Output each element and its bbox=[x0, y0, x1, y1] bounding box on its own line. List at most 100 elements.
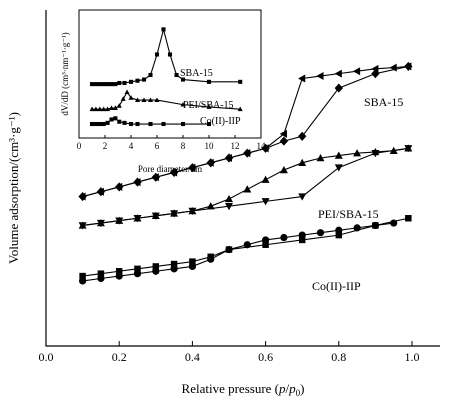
main-pei-sba-15-desorption-point bbox=[404, 144, 413, 152]
main-pei-sba-15-desorption-point bbox=[389, 146, 398, 154]
main-co-ii-iip-desorption-series bbox=[78, 219, 398, 285]
label-pei-sba15: PEI/SBA-15 bbox=[318, 207, 379, 221]
label-sba15: SBA-15 bbox=[364, 95, 403, 109]
x-axis-title-prefix: Relative pressure ( bbox=[182, 381, 279, 396]
main-co-ii-iip-adsorption-point bbox=[189, 258, 196, 265]
inset-x-tick-label: 10 bbox=[205, 141, 215, 151]
inset-co-ii-iip-point bbox=[105, 120, 110, 125]
main-co-ii-iip-adsorption-point bbox=[97, 270, 105, 277]
main-pei-sba-15-desorption-point bbox=[334, 151, 343, 159]
inset-co-ii-iip-point bbox=[117, 119, 122, 124]
inset-co-ii-iip-point bbox=[180, 121, 186, 127]
main-co-ii-iip-desorption-point bbox=[353, 224, 361, 232]
inset-sba-15-point bbox=[122, 80, 127, 86]
inset-sba-15-point bbox=[154, 52, 160, 57]
inset-sba-15-point bbox=[97, 82, 102, 87]
inset-co-ii-iip-series bbox=[89, 116, 212, 127]
main-pei-sba-15-desorption-point bbox=[298, 158, 307, 167]
main-sba-15-desorption-point bbox=[78, 192, 86, 201]
main-co-ii-iip-desorption-point bbox=[390, 219, 398, 227]
main-sba-15-desorption-point bbox=[352, 67, 361, 76]
main-pei-sba-15-desorption-point bbox=[206, 202, 215, 210]
inset-co-ii-iip-point bbox=[93, 121, 98, 127]
inset-pei-sba-15-point bbox=[112, 105, 118, 110]
inset-pei-sba-15-point bbox=[108, 105, 115, 110]
main-co-ii-iip-desorption-point bbox=[152, 267, 160, 275]
main-pei-sba-15-desorption-point bbox=[261, 175, 270, 183]
inset-pei-sba-15-point bbox=[154, 97, 160, 102]
main-co-ii-iip-desorption-point bbox=[280, 233, 288, 242]
inset-x-tick-label: 12 bbox=[231, 141, 240, 151]
main-pei-sba-15-desorption-point bbox=[115, 216, 124, 224]
label-co-iip: Co(II)-IIP bbox=[312, 279, 361, 293]
inset-series-group bbox=[89, 27, 243, 127]
main-pei-sba-15-desorption-point bbox=[279, 166, 288, 174]
inset-pei-sba-15-point bbox=[206, 104, 212, 109]
main-co-ii-iip-desorption-point bbox=[243, 241, 251, 249]
inset-pei-sba-15-point bbox=[101, 106, 107, 112]
main-pei-sba-15-desorption-series bbox=[78, 144, 413, 229]
inset-pei-sba-15-point bbox=[147, 97, 154, 102]
main-sba-15-desorption-point bbox=[261, 144, 269, 153]
inset-x-tick-label: 8 bbox=[181, 141, 186, 151]
inset-sba-15-point bbox=[161, 27, 166, 32]
inset-co-ii-iip-point bbox=[113, 116, 118, 121]
main-co-ii-iip-desorption-point bbox=[170, 265, 178, 273]
inset-sba-15-point bbox=[113, 82, 118, 87]
main-co-ii-iip-adsorption-point bbox=[152, 263, 160, 270]
main-pei-sba-15-adsorption-point bbox=[334, 164, 343, 172]
inset-co-ii-iip-point bbox=[89, 121, 95, 127]
main-pei-sba-15-desorption-point bbox=[243, 185, 252, 193]
main-co-ii-iip-desorption-line bbox=[83, 223, 394, 281]
main-co-ii-iip-desorption-point bbox=[115, 272, 123, 280]
inset-co-ii-iip-point bbox=[206, 121, 212, 127]
inset-pei-sba-15-point bbox=[237, 106, 243, 112]
inset-co-ii-iip-point bbox=[122, 120, 127, 125]
inset-sba-15-point bbox=[117, 80, 122, 86]
inset-x-tick-label: 6 bbox=[155, 141, 160, 151]
inset-pei-sba-15-point bbox=[124, 89, 130, 95]
main-plot: 0.0 0.2 0.4 0.6 0.8 1.0 Volume adsorption/(cm… bbox=[6, 10, 440, 398]
inset-pei-sba-15-point bbox=[105, 106, 111, 112]
main-sba-15-desorption-point bbox=[243, 149, 251, 158]
main-sba-15-desorption-point bbox=[224, 153, 233, 162]
main-co-ii-iip-desorption-point bbox=[133, 270, 142, 278]
inset-pei-sba-15-point bbox=[141, 97, 147, 102]
inset-co-ii-iip-point bbox=[135, 121, 140, 127]
main-sba-15-desorption-series bbox=[78, 62, 412, 201]
inset-co-ii-iip-point bbox=[148, 121, 153, 127]
main-pei-sba-15-desorption-point bbox=[316, 153, 325, 162]
main-sba-15-adsorption-point bbox=[334, 83, 343, 93]
main-sba-15-desorption-point bbox=[279, 129, 287, 138]
main-sba-15-adsorption-point bbox=[279, 136, 289, 146]
x-axis-title-sub0: 0 bbox=[296, 388, 301, 398]
main-sba-15-desorption-point bbox=[115, 182, 123, 191]
main-pei-sba-15-desorption-point bbox=[78, 221, 87, 229]
main-pei-sba-15-desorption-point bbox=[225, 194, 233, 203]
main-x-tick-label: 0.4 bbox=[185, 350, 200, 364]
inset-pei-sba-15-point bbox=[180, 102, 186, 107]
inset-plot: 0 2 4 6 8 10 12 14 Pore diameter/nm dV/dD (cm³·… bbox=[60, 9, 266, 174]
main-co-ii-iip-adsorption-point bbox=[79, 272, 86, 280]
main-sba-15-desorption-point bbox=[151, 173, 159, 182]
inset-sba-15-series bbox=[89, 27, 243, 87]
inset-co-ii-iip-point bbox=[161, 121, 166, 127]
x-axis-title-p: p bbox=[278, 381, 286, 396]
inset-x-tick-label: 2 bbox=[103, 141, 108, 151]
main-co-ii-iip-desorption-point bbox=[298, 231, 306, 239]
inset-frame bbox=[78, 9, 262, 139]
main-sba-15-desorption-point bbox=[133, 178, 141, 187]
inset-sba-15-point bbox=[101, 82, 106, 87]
inset-sba-15-point bbox=[141, 77, 147, 82]
main-co-ii-iip-desorption-point bbox=[316, 229, 325, 237]
inset-sba-15-point bbox=[93, 82, 98, 87]
main-y-axis-title: Volume adsorption/(cm³·g⁻¹) bbox=[6, 112, 21, 264]
main-co-ii-iip-desorption-point bbox=[207, 255, 215, 263]
main-sba-15-desorption-point bbox=[298, 74, 306, 83]
inset-sba-15-point bbox=[167, 52, 173, 57]
main-x-axis-title: Relative pressure (p/p0) bbox=[182, 381, 305, 398]
main-pei-sba-15-desorption-point bbox=[371, 147, 380, 156]
inset-sba-15-point bbox=[135, 78, 140, 83]
inset-co-ii-iip-point bbox=[109, 117, 114, 122]
main-x-tick-label: 1.0 bbox=[405, 350, 420, 364]
